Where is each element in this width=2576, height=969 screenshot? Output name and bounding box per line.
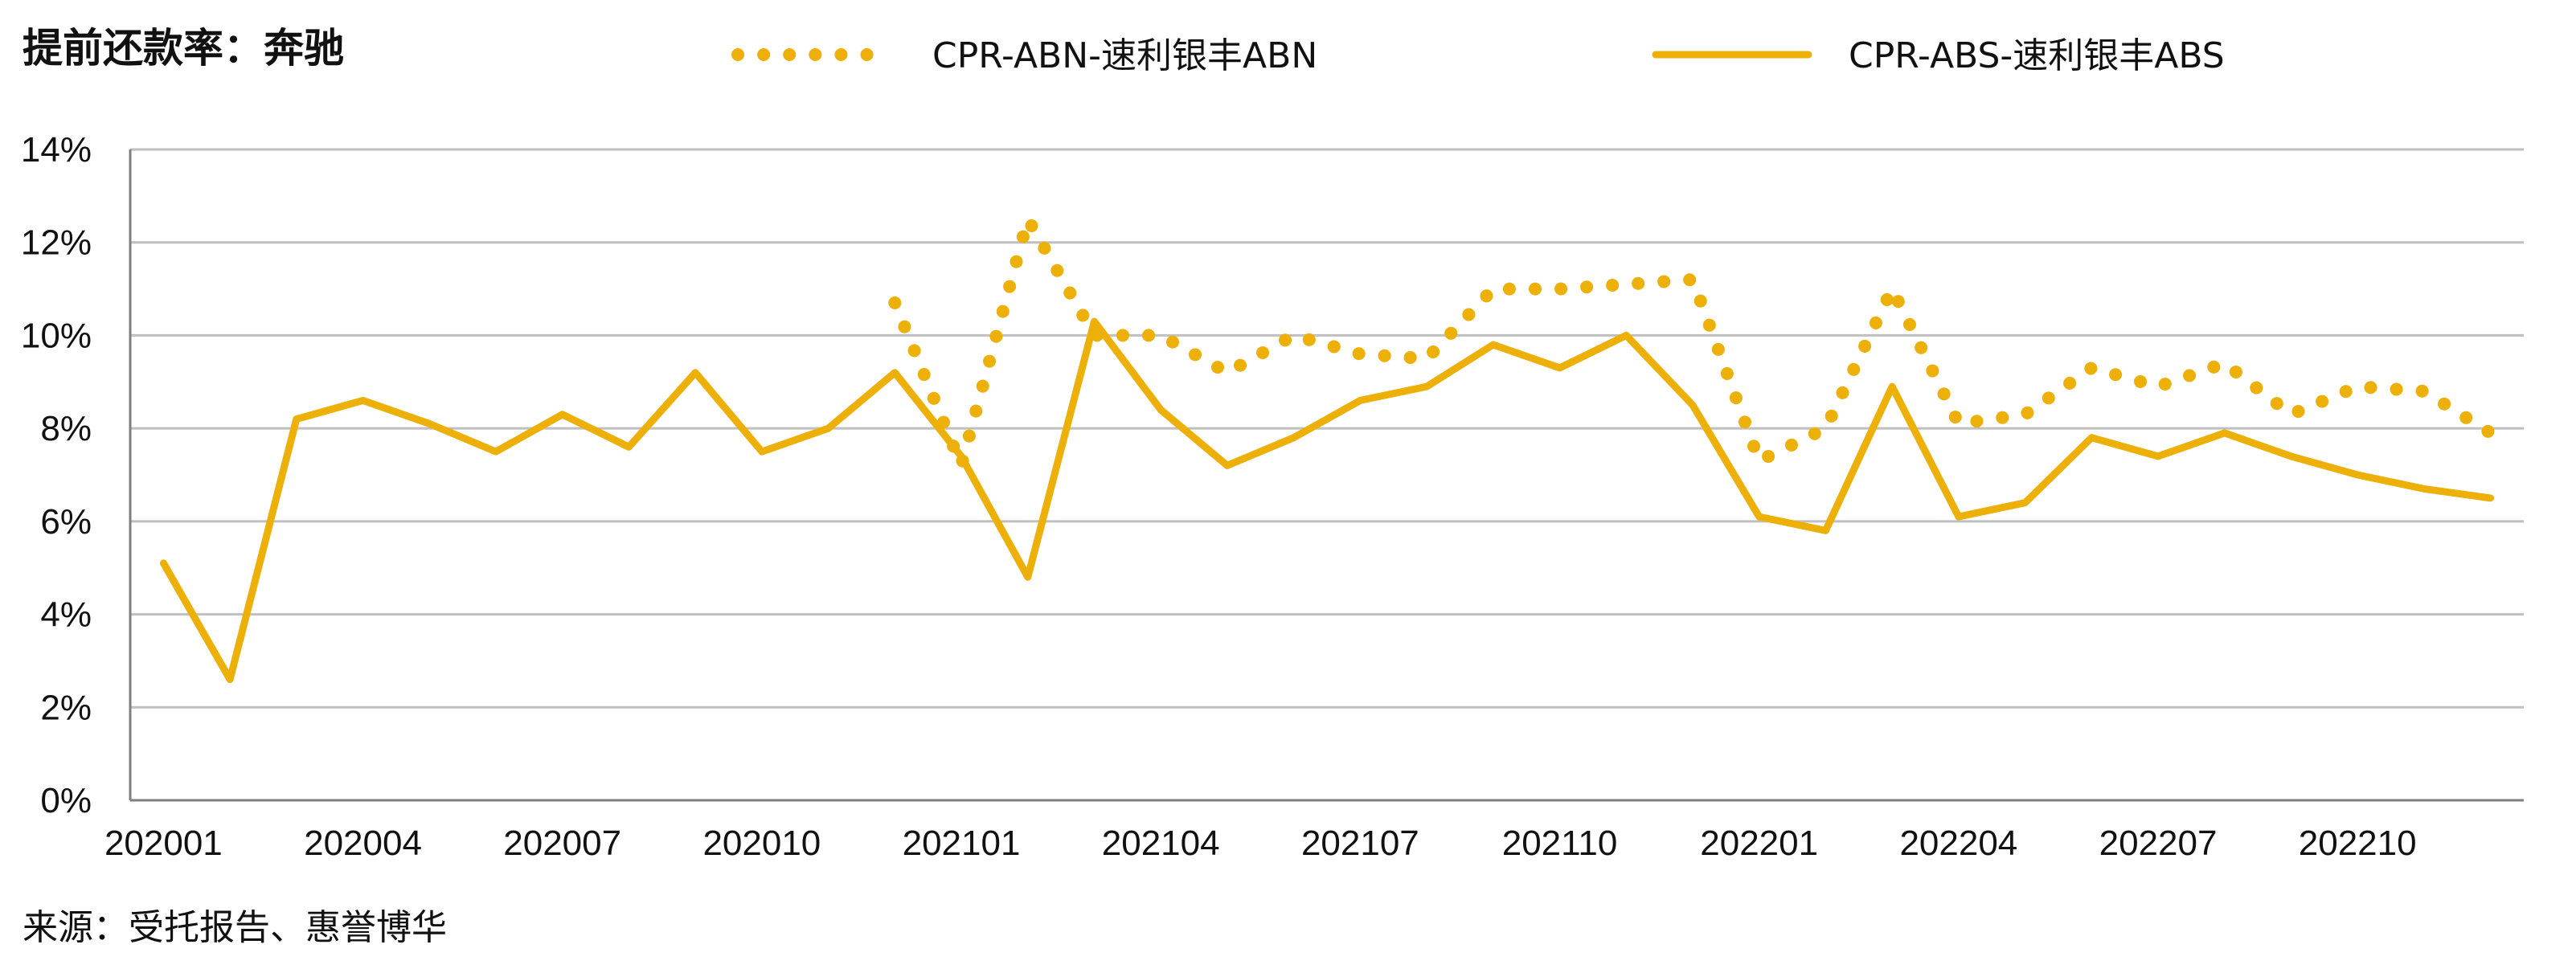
x-tick-label: 202010 (702, 824, 821, 863)
y-tick-label: 14% (21, 130, 92, 170)
y-tick-label: 6% (40, 502, 92, 542)
x-tick-label: 202007 (503, 824, 621, 863)
y-tick-label: 4% (40, 595, 92, 635)
y-tick-label: 12% (21, 223, 92, 263)
legend-label-2: CPR-ABS-速利银丰ABS (1849, 35, 2225, 76)
x-tick-label: 202207 (2099, 824, 2218, 863)
series-line-2 (159, 317, 2495, 684)
x-tick-label: 202204 (1899, 824, 2017, 863)
y-tick-label: 8% (40, 409, 92, 448)
x-tick-label: 202101 (903, 824, 1021, 863)
series-layer (159, 212, 2497, 684)
y-tick-label: 0% (40, 781, 92, 820)
legend: CPR-ABN-速利银丰ABN CPR-ABS-速利银丰ABS (731, 35, 2225, 76)
legend-label-1: CPR-ABN-速利银丰ABN (932, 35, 1317, 76)
chart-title: 提前还款率：奔驰 (23, 25, 344, 72)
y-tick-label: 10% (21, 316, 92, 355)
chart-source: 来源：受托报告、惠誉博华 (23, 907, 447, 948)
x-tick-label: 202004 (304, 824, 422, 863)
x-axis-ticks: 202001 202004 202007 202010 202101 202104 2021… (104, 824, 2417, 863)
x-tick-label: 202104 (1102, 824, 1220, 863)
y-axis-ticks: 0% 2% 4% 6% 8% 10% 12% 14% (21, 130, 92, 820)
x-tick-label: 202210 (2299, 824, 2417, 863)
x-tick-label: 202110 (1502, 824, 1618, 863)
x-tick-label: 202001 (104, 824, 223, 863)
y-tick-label: 2% (40, 688, 92, 727)
x-tick-label: 202201 (1700, 824, 1818, 863)
series-line-1 (888, 212, 2497, 472)
grid-lines (129, 148, 2524, 802)
x-tick-label: 202107 (1301, 824, 1419, 863)
